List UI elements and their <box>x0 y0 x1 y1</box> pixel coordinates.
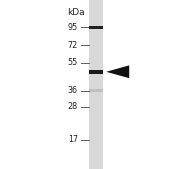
Bar <box>88 89 103 92</box>
Bar <box>88 70 103 74</box>
Text: 17: 17 <box>68 135 78 144</box>
Text: 55: 55 <box>68 58 78 67</box>
Text: 72: 72 <box>68 41 78 50</box>
Text: kDa: kDa <box>67 8 85 17</box>
Bar <box>88 26 103 29</box>
Text: 95: 95 <box>68 23 78 32</box>
Text: 28: 28 <box>68 102 78 111</box>
Bar <box>88 0 103 169</box>
Polygon shape <box>106 65 129 78</box>
Text: 36: 36 <box>68 86 78 95</box>
